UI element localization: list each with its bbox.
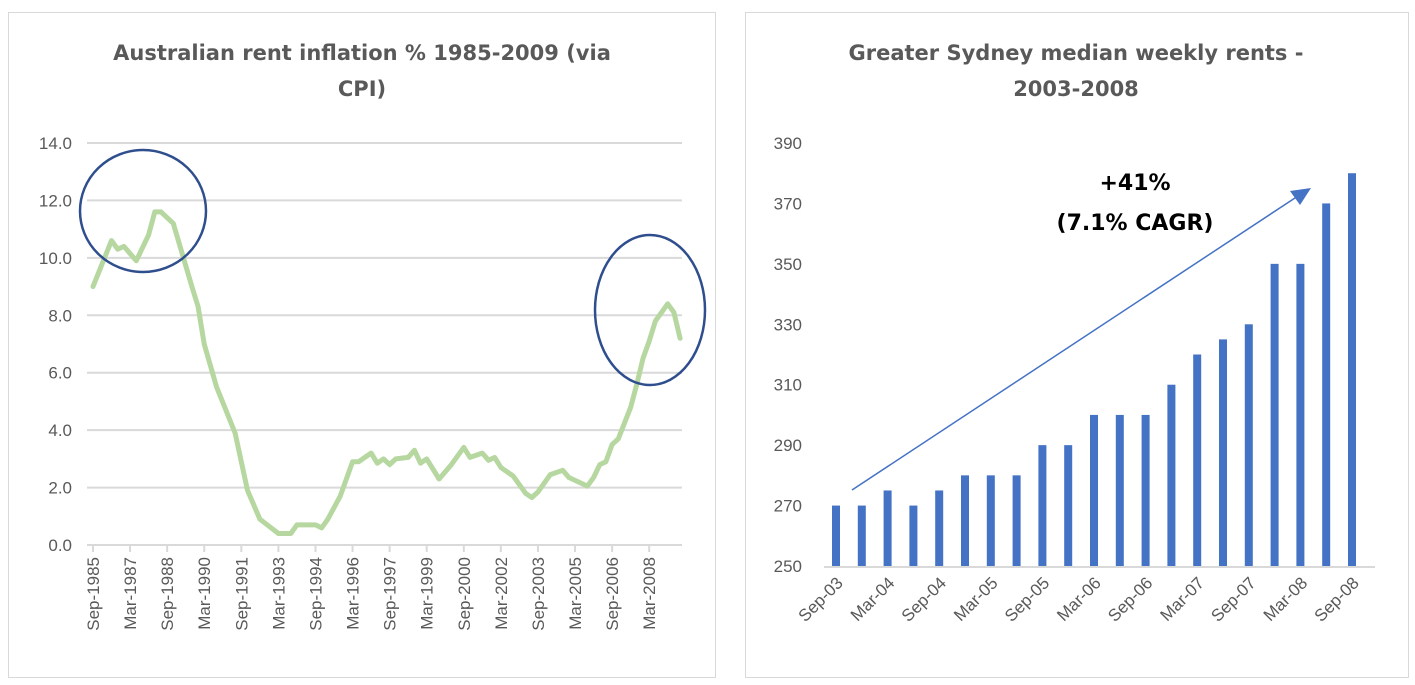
y-tick-label: 250	[774, 557, 802, 576]
arrowhead-icon	[1290, 188, 1311, 205]
x-tick-label: Mar-1990	[195, 557, 214, 630]
x-tick-label: Sep-1997	[381, 557, 400, 631]
x-tick-label: Mar-1993	[269, 557, 288, 630]
bar-Jun-08	[1322, 203, 1331, 566]
y-tick-label: 8.0	[48, 306, 72, 325]
bar-Mar-06	[1090, 414, 1098, 566]
y-tick-label: 4.0	[48, 421, 72, 440]
y-tick-label: 350	[774, 255, 802, 274]
x-tick-label: Sep-1985	[84, 557, 103, 631]
x-tick-label: Sep-2006	[603, 557, 622, 631]
trend-arrow-line	[851, 195, 1299, 491]
bar-Jun-06	[1115, 414, 1124, 566]
y-tick-label: 390	[774, 134, 802, 153]
x-tick-label: Mar-2005	[566, 557, 585, 630]
highlight-circle-1980s	[78, 148, 208, 274]
x-tick-label: Sep-1988	[158, 557, 177, 631]
left-chart-title-line1: Australian rent inflation % 1985-2009 (v…	[113, 41, 611, 65]
x-tick-label: Mar-2002	[492, 557, 511, 630]
y-tick-label: 270	[774, 497, 802, 516]
x-tick-label: Sep-1991	[232, 557, 251, 631]
bar-Jun-05	[1012, 475, 1021, 566]
x-tick-label: Mar-1996	[344, 557, 363, 630]
y-tick-label: 14.0	[39, 134, 72, 153]
right-chart-frame	[745, 12, 1409, 678]
highlight-circle-2008	[593, 233, 707, 387]
bar-Mar-08	[1296, 263, 1305, 566]
y-tick-label: 10.0	[39, 249, 72, 268]
bar-Sep-04	[935, 490, 944, 566]
bar-Dec-05	[1064, 445, 1073, 566]
bar-Dec-03	[857, 505, 866, 566]
bar-Sep-05	[1038, 445, 1047, 566]
bar-Dec-06	[1167, 384, 1176, 566]
right-chart-title-line1: Greater Sydney median weekly rents -	[849, 41, 1304, 65]
bar-Mar-04	[883, 490, 892, 566]
bar-Sep-06	[1141, 414, 1150, 566]
y-tick-label: 290	[774, 436, 802, 455]
bar-Mar-05	[986, 475, 995, 566]
x-tick-label: Mar-2008	[640, 557, 659, 630]
y-tick-label: 0.0	[48, 536, 72, 555]
left-chart-frame	[8, 12, 716, 678]
y-tick-label: 6.0	[48, 364, 72, 383]
bar-Sep-08	[1348, 173, 1356, 566]
left-chart-title-line2: CPI)	[338, 77, 386, 101]
x-tick-label: Sep-2003	[529, 557, 548, 631]
y-tick-label: 370	[774, 194, 802, 213]
bar-Sep-03	[832, 505, 840, 566]
y-tick-label: 12.0	[39, 191, 72, 210]
bar-Mar-07	[1193, 354, 1202, 566]
y-tick-label: 310	[774, 376, 802, 395]
bar-Sep-07	[1244, 324, 1253, 566]
x-tick-label: Mar-1999	[418, 557, 437, 630]
y-tick-label: 330	[774, 315, 802, 334]
bar-Dec-04	[961, 475, 969, 566]
growth-annotation: +41%	[1099, 171, 1170, 196]
y-tick-label: 2.0	[48, 479, 72, 498]
x-tick-label: Sep-1994	[306, 557, 325, 631]
x-tick-label: Mar-1987	[121, 557, 140, 630]
right-chart-title-line2: 2003-2008	[1013, 77, 1139, 101]
bar-Jun-07	[1219, 339, 1227, 566]
bar-Jun-04	[909, 505, 918, 566]
x-tick-label: Sep-2000	[455, 557, 474, 631]
cagr-annotation: (7.1% CAGR)	[1057, 211, 1214, 236]
bar-Dec-07	[1270, 263, 1279, 566]
